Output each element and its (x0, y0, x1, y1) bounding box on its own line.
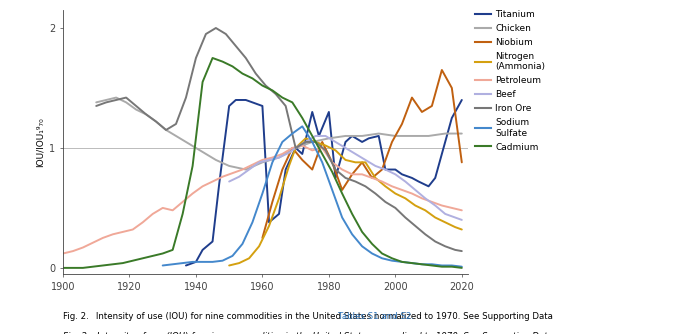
Text: Fig. 2.  Intensity of use (IOU) for nine commodities in the United States normal: Fig. 2. Intensity of use (IOU) for nine … (63, 312, 556, 321)
Y-axis label: IOU/IOU₁⁹₇₀: IOU/IOU₁⁹₇₀ (36, 117, 45, 167)
Text: Fig. 2.  Intensity of use (IOU) for nine commodities in the United States normal: Fig. 2. Intensity of use (IOU) for nine … (63, 332, 556, 334)
Legend: Titanium, Chicken, Niobium, Nitrogen
(Ammonia), Petroleum, Beef, Iron Ore, Sodiu: Titanium, Chicken, Niobium, Nitrogen (Am… (475, 10, 545, 152)
Text: Tables S1 and S2.: Tables S1 and S2. (338, 312, 414, 321)
